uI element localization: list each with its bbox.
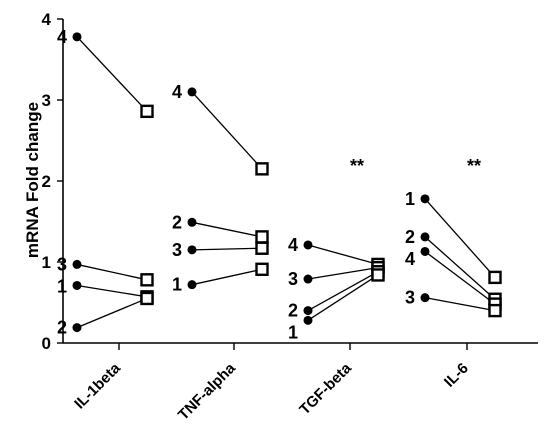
pair-line <box>76 284 148 298</box>
pair-line <box>191 268 263 286</box>
before-point <box>187 280 197 290</box>
category-labels: IL-1beta TNF-alpha TGF-beta IL-6 <box>71 359 472 423</box>
subject-label: 2 <box>405 227 415 247</box>
pair-line <box>307 271 379 312</box>
subject-label: 2 <box>172 212 182 232</box>
subject-label: 4 <box>405 249 415 269</box>
after-point <box>488 303 502 318</box>
before-point <box>72 323 82 333</box>
subject-label: 1 <box>405 189 415 209</box>
pair-line <box>191 91 263 170</box>
x-tick-label: IL-1beta <box>71 359 124 412</box>
after-point <box>140 273 154 287</box>
x-tick-label: TNF-alpha <box>175 359 239 423</box>
before-point <box>72 32 82 42</box>
before-point <box>303 306 313 316</box>
pair-line <box>307 274 379 321</box>
y-tick-label: 4 <box>42 10 52 29</box>
before-point <box>303 274 313 284</box>
after-point <box>140 104 154 119</box>
subject-label: 1 <box>172 275 182 295</box>
y-tick-label: 1 <box>42 253 51 272</box>
before-point <box>420 232 430 242</box>
subject-label: 1 <box>57 276 67 296</box>
before-point <box>420 293 430 303</box>
after-point <box>255 241 269 255</box>
y-tick-label: 2 <box>42 172 51 191</box>
before-point <box>187 245 197 255</box>
before-point <box>303 315 313 325</box>
after-point <box>140 291 154 306</box>
after-point <box>255 162 269 176</box>
x-tick-label: IL-6 <box>441 360 472 391</box>
before-point <box>420 246 430 256</box>
significance-marker: ** <box>467 156 481 176</box>
subject-label: 3 <box>57 254 67 274</box>
subject-label: 4 <box>57 27 67 47</box>
y-tick-label: 3 <box>42 91 51 110</box>
pair-line <box>307 244 379 266</box>
pair-line <box>424 198 496 278</box>
pair-line <box>307 267 379 280</box>
after-point <box>255 262 269 276</box>
before-point <box>72 280 82 290</box>
subject-label: 3 <box>172 240 182 260</box>
pair-line <box>424 297 496 312</box>
pair-line <box>76 263 148 281</box>
pair-line <box>76 36 148 112</box>
pair-line <box>424 250 496 305</box>
y-tick-label: 0 <box>42 334 51 353</box>
subject-label: 3 <box>288 269 298 289</box>
subject-label: 1 <box>288 323 298 343</box>
subject-label: 4 <box>288 235 298 255</box>
pair-line <box>76 297 148 329</box>
before-point <box>303 240 313 250</box>
before-point <box>187 217 197 227</box>
pair-line <box>191 247 263 251</box>
after-point <box>255 230 269 244</box>
x-tick-label: TGF-beta <box>296 359 355 418</box>
before-point <box>72 259 82 269</box>
pair-line <box>191 221 263 238</box>
significance-marker: ** <box>350 156 364 176</box>
pair-line <box>424 236 496 300</box>
after-point <box>371 268 385 282</box>
subject-label: 2 <box>288 301 298 321</box>
after-point <box>488 270 502 285</box>
y-axis-label: mRNA Fold change <box>23 102 42 258</box>
before-point <box>420 194 430 204</box>
subject-label: 2 <box>57 318 67 338</box>
before-point <box>187 87 197 97</box>
subject-label: 4 <box>172 82 182 102</box>
subject-label: 3 <box>405 288 415 308</box>
